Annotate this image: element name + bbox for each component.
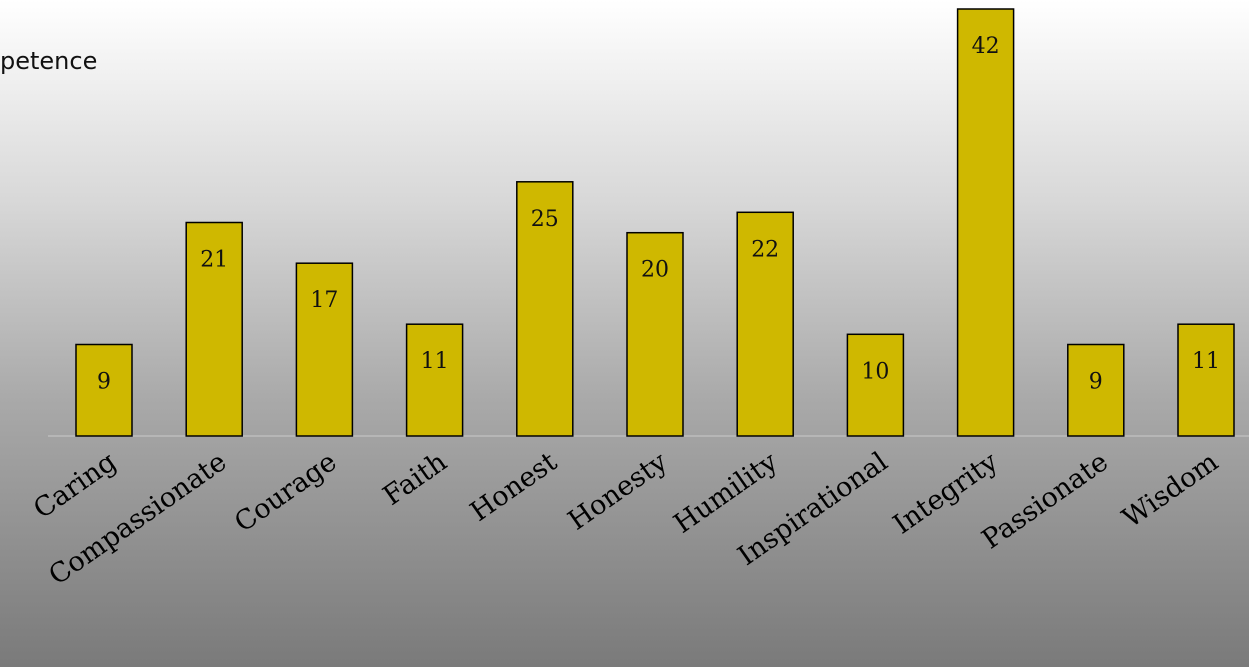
data-label-passionate: 9 (1089, 370, 1103, 395)
x-tick-label-faith: Faith (378, 446, 453, 511)
bar-compassionate (185, 221, 243, 437)
data-label-caring: 9 (97, 370, 111, 395)
bar-inspirational (846, 333, 905, 437)
chart-title-fragment: petence (0, 47, 98, 75)
x-tick-label-wisdom: Wisdom (1117, 446, 1224, 534)
data-label-wisdom: 11 (1192, 349, 1220, 374)
data-label-faith: 11 (421, 349, 449, 374)
data-label-compassionate: 21 (200, 248, 228, 273)
bar-courage (295, 262, 354, 437)
data-label-humility: 22 (751, 237, 779, 262)
bar-honesty (626, 231, 684, 437)
bar-faith (405, 323, 464, 437)
bar-wisdom (1177, 323, 1235, 437)
bar-honest (516, 181, 574, 437)
data-label-group: 9 21 17 11 25 20 22 10 42 9 11 (97, 34, 1220, 395)
bar-humility (736, 211, 794, 437)
data-label-honest: 25 (531, 207, 559, 232)
x-tick-label-honest: Honest (465, 446, 563, 528)
bar-integrity (956, 8, 1015, 437)
data-label-inspirational: 10 (861, 359, 889, 384)
bar-group (75, 8, 1235, 437)
bar-caring (75, 343, 133, 437)
data-label-courage: 17 (310, 288, 338, 313)
data-label-integrity: 42 (972, 34, 1000, 59)
x-tick-label-honesty: Honesty (563, 446, 674, 537)
x-tick-label-caring: Caring (28, 446, 122, 525)
data-label-honesty: 20 (641, 258, 669, 283)
x-tick-label-courage: Courage (229, 446, 342, 538)
bar-passionate (1067, 343, 1125, 437)
